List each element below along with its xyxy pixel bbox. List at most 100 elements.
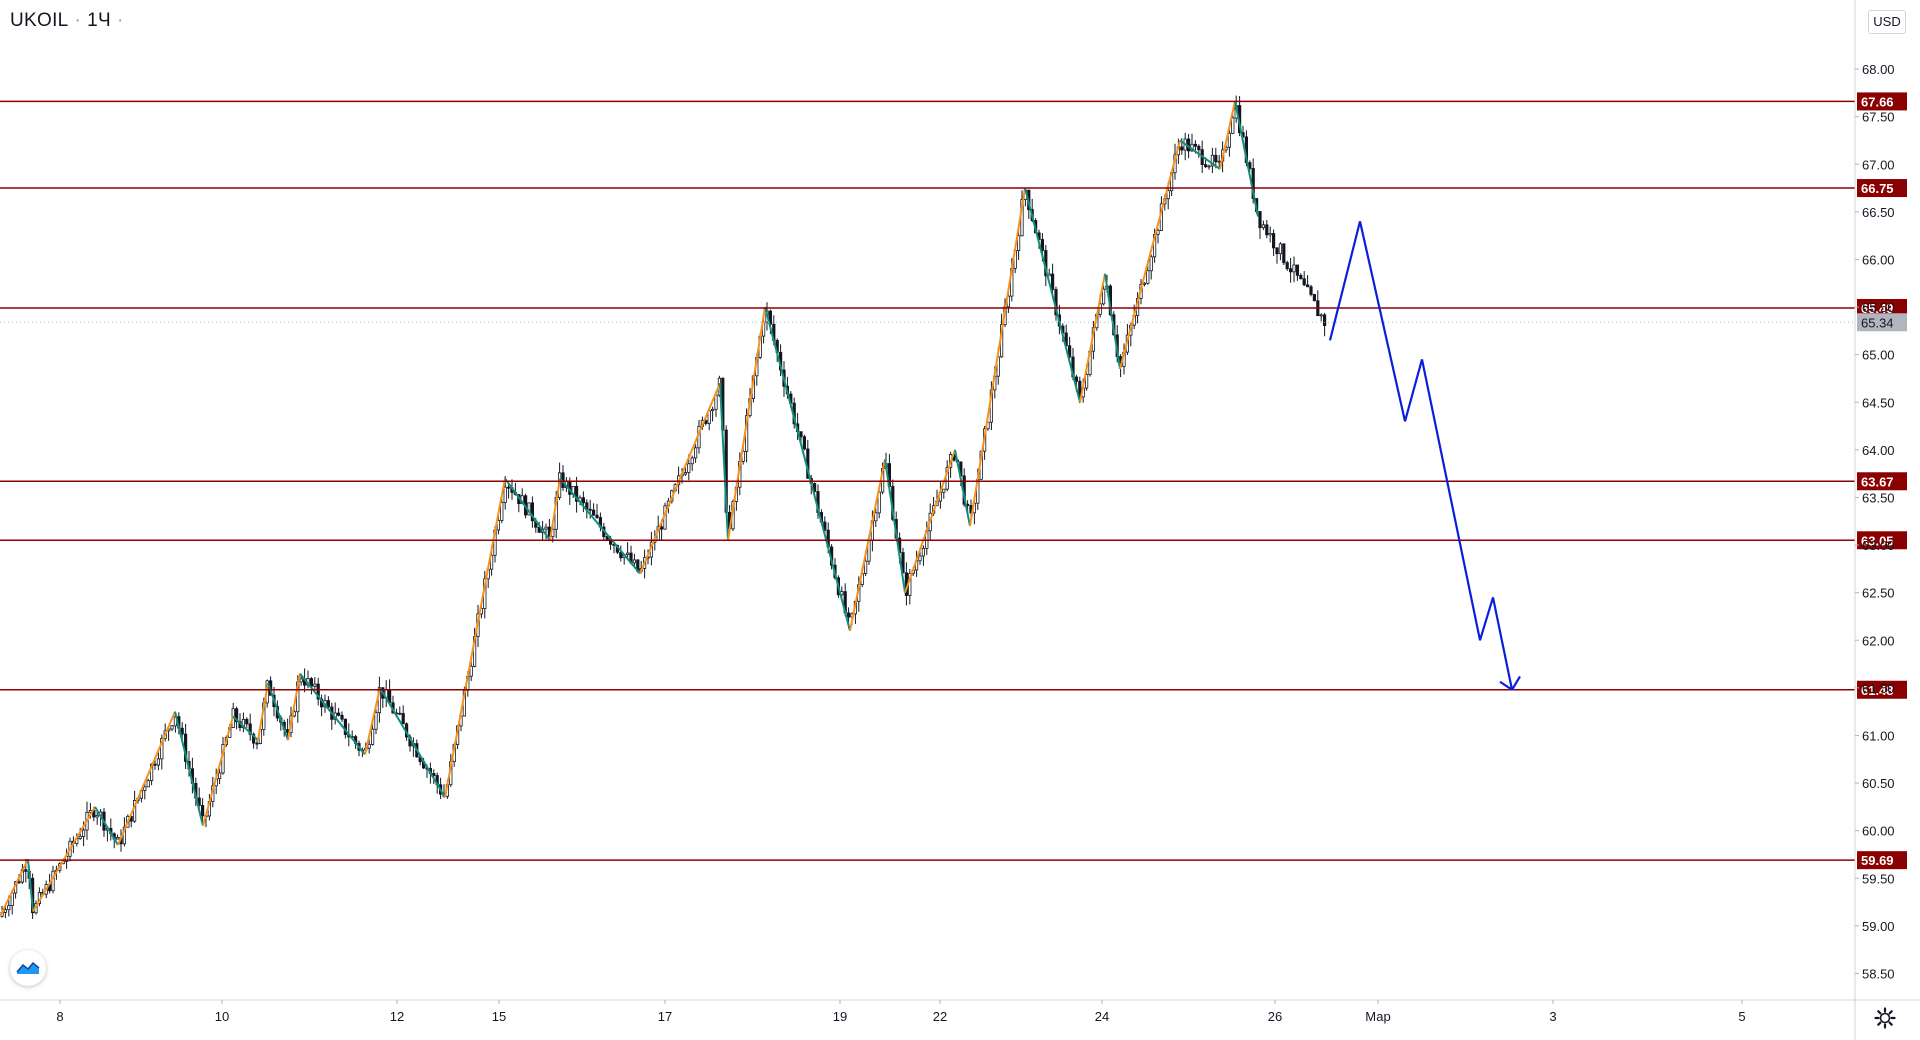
candle-body <box>374 712 378 730</box>
price-tick-label: 67.00 <box>1862 157 1895 172</box>
candle-body <box>1204 164 1208 168</box>
down-swing-line <box>1104 273 1121 370</box>
time-tick-label: Мар <box>1365 1009 1390 1024</box>
time-tick-label: 17 <box>658 1009 672 1024</box>
candle-body <box>299 678 303 683</box>
candle-body <box>1102 288 1106 305</box>
candle-body <box>864 560 868 574</box>
up-swing-line <box>287 673 301 741</box>
down-swing-line <box>299 672 366 756</box>
candle-body <box>469 665 473 677</box>
level-label-bg <box>1857 299 1907 318</box>
candle-body <box>1323 314 1327 326</box>
zigzag-swings <box>0 101 1259 917</box>
candle-body <box>432 773 436 776</box>
candle-body <box>1312 294 1316 302</box>
price-tick-label: 60.50 <box>1862 776 1895 791</box>
level-label: 67.66 <box>1861 94 1894 109</box>
price-tick-label: 62.00 <box>1862 633 1895 648</box>
down-swing-line <box>27 859 34 912</box>
level-label-bg <box>1857 472 1907 491</box>
candle-body <box>251 733 256 744</box>
up-swing-line <box>32 806 96 913</box>
candle-body <box>1282 243 1286 264</box>
candle-body <box>1319 314 1323 317</box>
candle-body <box>78 835 82 839</box>
down-swing-line <box>719 383 729 541</box>
candle-body <box>1258 211 1262 229</box>
candle-body <box>1146 270 1150 284</box>
up-swing-line <box>0 858 29 917</box>
candle-body <box>1272 233 1276 249</box>
candle-body <box>1268 233 1272 236</box>
interval-label[interactable]: 1Ч <box>87 10 112 31</box>
down-swing-line <box>232 715 259 741</box>
down-swing-line <box>1179 139 1221 170</box>
candle-body <box>626 552 630 556</box>
candle-body <box>17 881 21 884</box>
candle-body <box>921 547 926 557</box>
currency-button[interactable]: USD <box>1868 10 1906 34</box>
up-swing-line <box>639 382 721 574</box>
candle-body <box>1207 165 1211 168</box>
candle-body <box>180 727 184 735</box>
down-swing-line <box>379 687 446 798</box>
candle-body <box>1289 268 1293 273</box>
candle-body <box>146 780 150 788</box>
time-tick-label: 3 <box>1549 1009 1556 1024</box>
candle-body <box>170 725 174 730</box>
candle-body <box>1051 273 1055 290</box>
candle-body <box>1166 190 1170 200</box>
level-label: 63.67 <box>1861 474 1894 489</box>
time-tick-label: 15 <box>492 1009 506 1024</box>
level-label: 61.48 <box>1861 683 1894 698</box>
candle-body <box>7 905 11 911</box>
candle-body <box>398 712 402 715</box>
candle-body <box>1227 132 1231 148</box>
price-tick-label: 63.50 <box>1862 490 1895 505</box>
candle-body <box>285 729 290 733</box>
down-swing-line <box>504 477 551 541</box>
candle-body <box>316 683 320 700</box>
time-tick-label: 26 <box>1268 1009 1282 1024</box>
candle-body <box>401 713 405 725</box>
candle-body <box>942 488 946 493</box>
candle-body <box>1017 235 1021 251</box>
symbol-name[interactable]: UKOIL <box>10 10 69 31</box>
up-swing-line <box>849 459 886 631</box>
candle-body <box>122 826 126 845</box>
candle-body <box>1278 243 1282 255</box>
candle-body <box>506 486 511 489</box>
level-label: 63.05 <box>1861 533 1894 548</box>
level-label-bg <box>1857 92 1907 111</box>
candle-body <box>1299 275 1303 280</box>
down-swing-line <box>1024 187 1081 403</box>
candle-body <box>1197 145 1201 151</box>
horizontal-levels[interactable]: 67.66 66.75 65.49 63.67 63.05 61.48 59.69 65.34 <box>0 92 1907 870</box>
down-swing-line <box>94 806 119 846</box>
down-swing-line <box>1234 101 1259 217</box>
candle-body <box>1306 284 1310 288</box>
candle-body <box>367 743 371 749</box>
candle-body <box>336 712 341 716</box>
candle-body <box>660 526 664 530</box>
up-swing-line <box>364 687 381 755</box>
up-swing-line <box>257 682 269 741</box>
time-tick-label: 12 <box>390 1009 404 1024</box>
tradingview-logo-icon[interactable] <box>10 950 46 986</box>
candle-body <box>823 521 827 531</box>
candle-body <box>489 554 494 570</box>
candle-body <box>1074 376 1078 382</box>
gear-icon[interactable] <box>1873 1006 1897 1030</box>
candle-body <box>200 805 205 817</box>
candle-body <box>802 436 807 450</box>
candle-body <box>3 909 7 913</box>
candle-body <box>1040 239 1044 251</box>
candle-body <box>1285 262 1289 270</box>
down-swing-line <box>267 682 289 741</box>
current-price-bg <box>1857 313 1907 332</box>
price-tick-label: 59.50 <box>1862 871 1895 886</box>
candle-body <box>605 536 609 540</box>
symbol-header[interactable]: UKOIL · 1Ч · <box>10 10 130 32</box>
